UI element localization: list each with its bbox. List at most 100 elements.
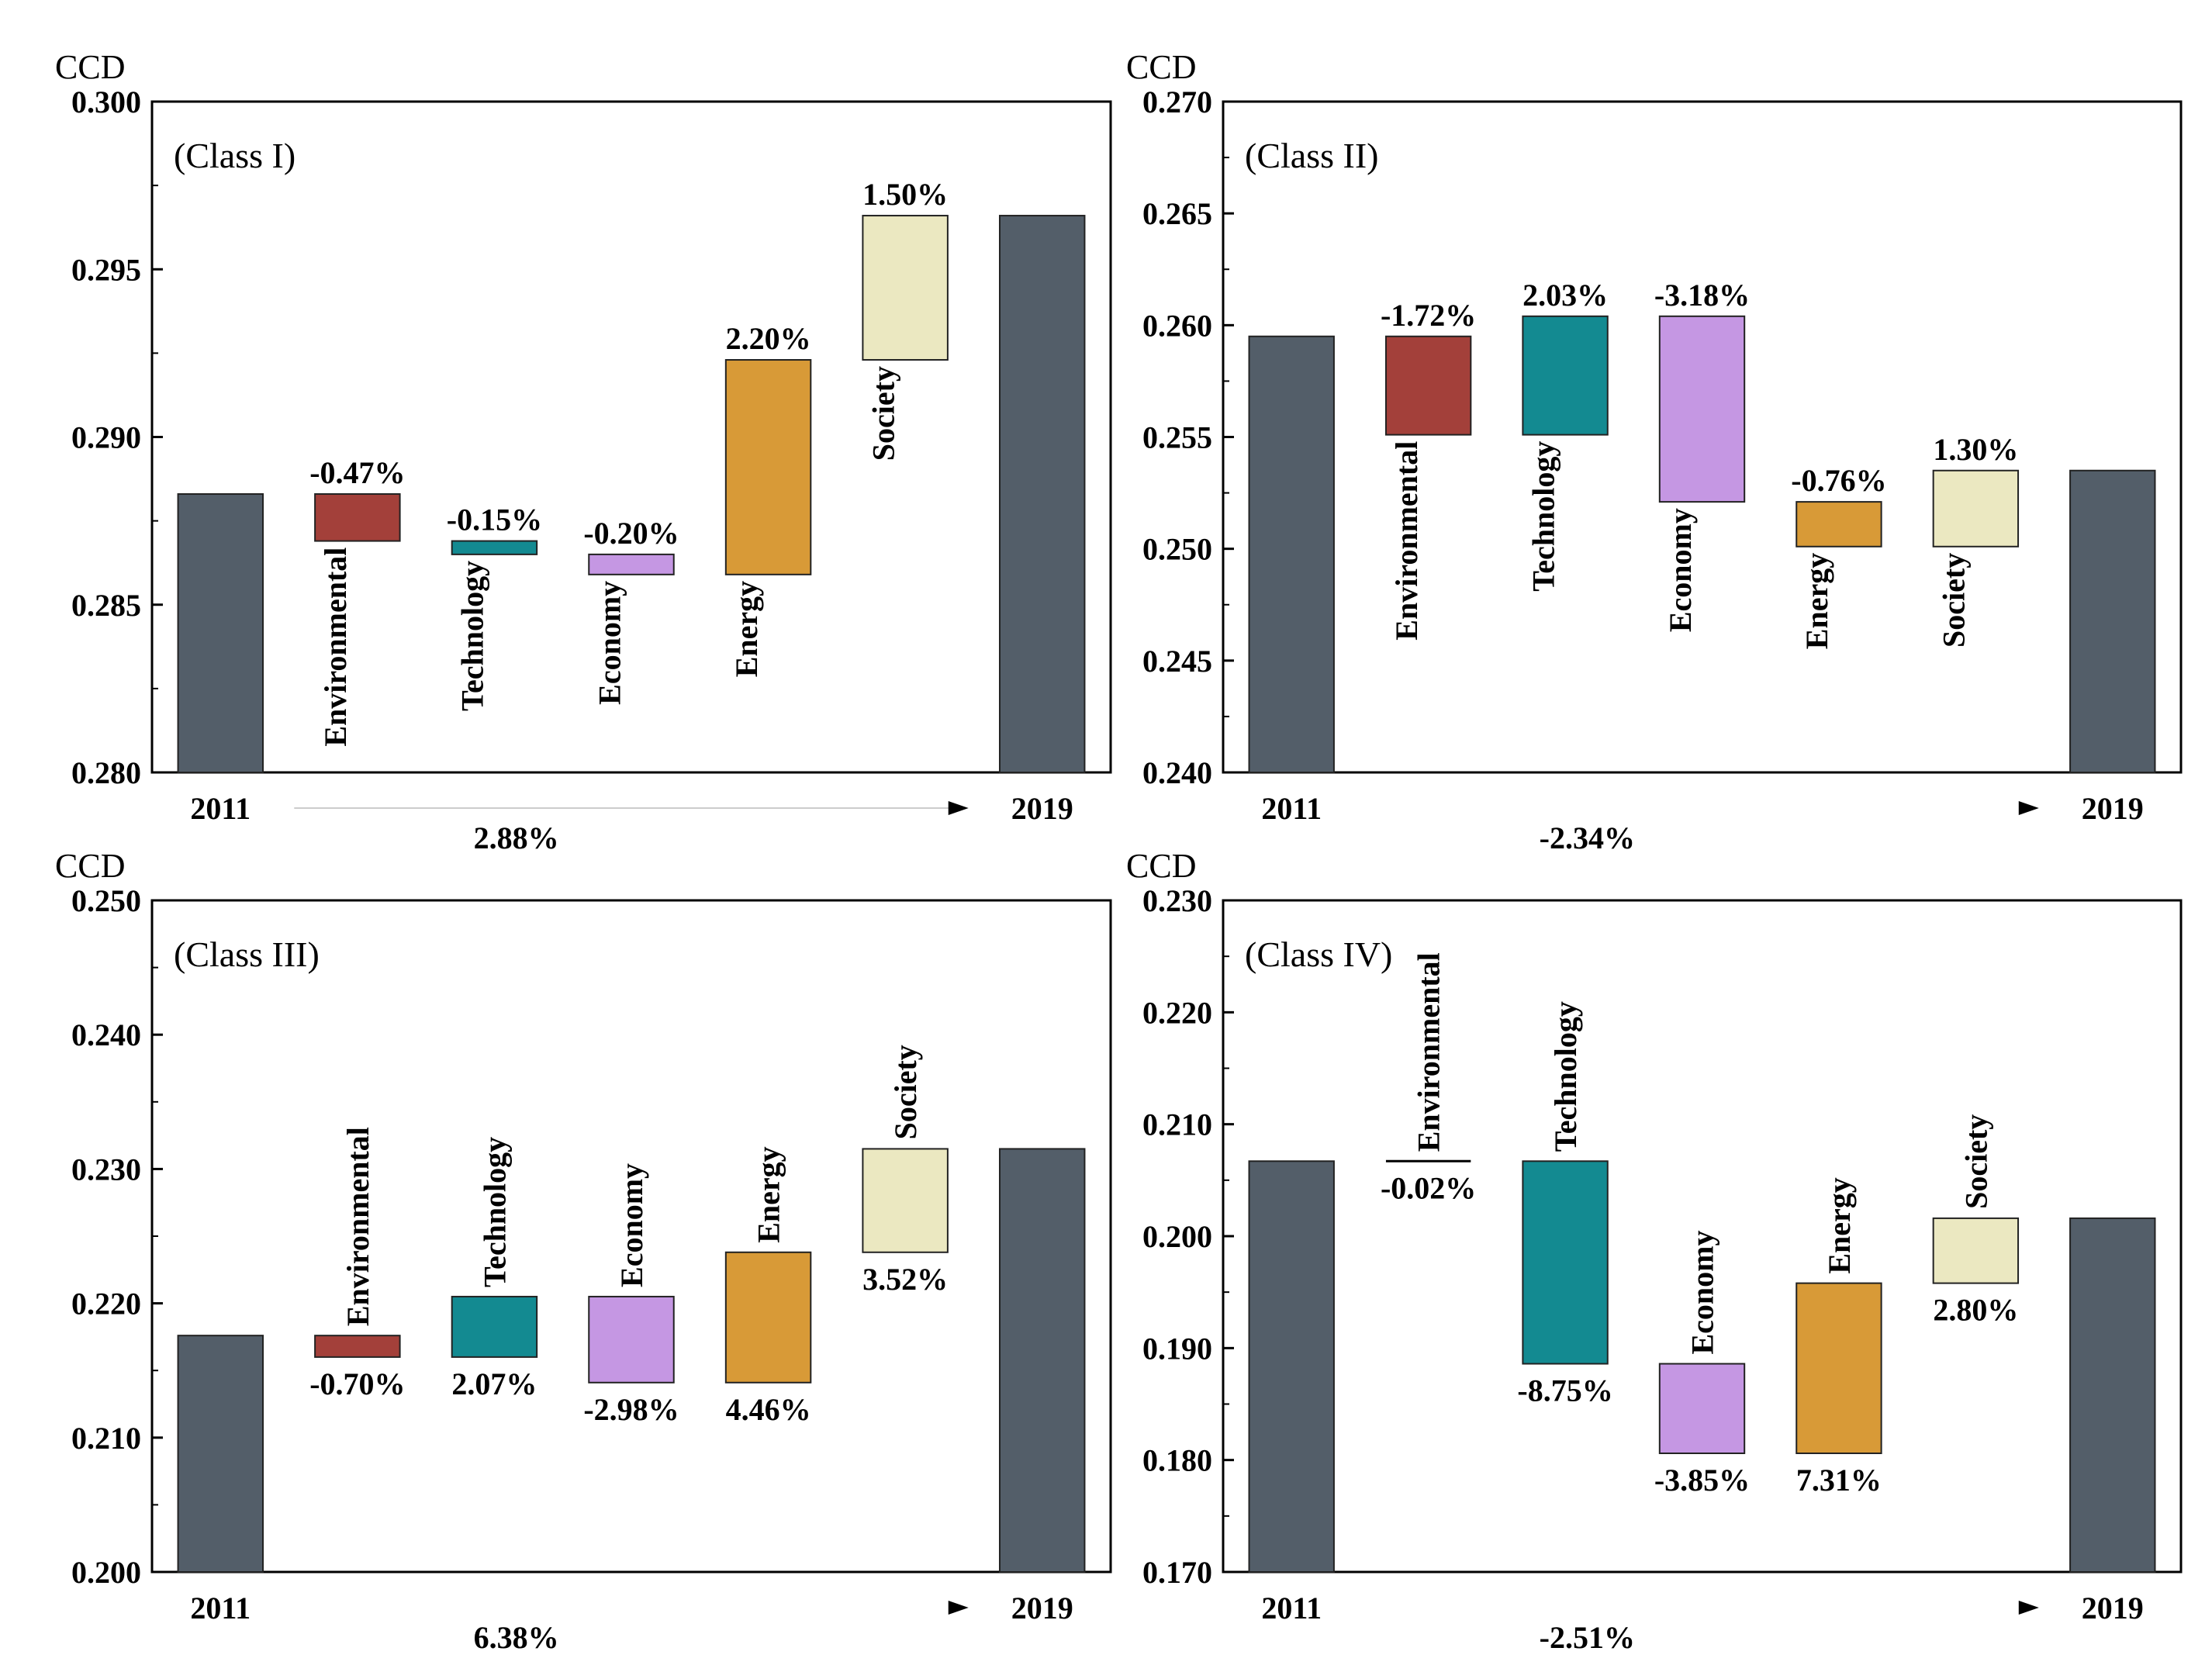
y-tick-label: 0.180 — [1142, 1443, 1212, 1478]
bar-end-2019 — [2069, 1217, 2156, 1573]
plot-frame — [150, 100, 1112, 774]
bar-environmental — [314, 493, 401, 542]
start-year-label: 2011 — [190, 791, 251, 826]
bar-technology — [1522, 315, 1609, 436]
category-label-energy: Energy — [1822, 1177, 1857, 1273]
start-year-label: 2011 — [190, 1591, 251, 1625]
y-tick-label: 0.285 — [71, 588, 141, 623]
total-change-label: 2.88% — [474, 820, 559, 855]
bar-energy — [1796, 501, 1882, 548]
panel-title: (Class IV) — [1245, 934, 1392, 974]
pct-label-energy: 2.20% — [726, 321, 811, 356]
bar-energy — [1796, 1282, 1882, 1455]
category-label-economy: Economy — [1685, 1231, 1720, 1355]
category-label-energy: Energy — [752, 1146, 786, 1242]
category-label-economy: Economy — [1663, 508, 1698, 632]
y-tick-label: 0.200 — [71, 1555, 141, 1590]
arrow-head-icon — [2018, 1601, 2039, 1615]
y-tick-label: 0.280 — [71, 755, 141, 790]
y-tick-label: 0.260 — [1142, 308, 1212, 343]
bar-economy — [588, 1295, 675, 1384]
pct-label-society: 2.80% — [1933, 1293, 2018, 1328]
pct-label-economy: -2.98% — [583, 1392, 679, 1427]
total-change-label: 6.38% — [474, 1620, 559, 1655]
bar-economy — [1658, 315, 1746, 503]
total-change-label: -2.51% — [1540, 1620, 1635, 1655]
pct-label-society: 1.30% — [1933, 432, 2018, 467]
category-label-society: Society — [866, 366, 900, 461]
arrow-head-icon — [948, 801, 969, 815]
y-tick-label: 0.210 — [1142, 1107, 1212, 1142]
y-tick-label: 0.265 — [1142, 196, 1212, 231]
pct-label-energy: 7.31% — [1796, 1463, 1882, 1498]
pct-label-society: 1.50% — [862, 177, 948, 212]
bar-society — [1932, 1217, 2020, 1284]
y-tick-label: 0.250 — [1142, 532, 1212, 567]
bar-society — [1932, 469, 2020, 548]
y-axis-title: CCD — [1126, 48, 1196, 86]
bar-start-2011 — [177, 493, 264, 774]
category-label-economy: Economy — [614, 1163, 649, 1287]
y-tick-label: 0.230 — [71, 1152, 141, 1187]
pct-label-technology: -0.15% — [447, 503, 542, 537]
y-tick-label: 0.290 — [71, 420, 141, 455]
y-tick-label: 0.200 — [1142, 1219, 1212, 1254]
y-tick-label: 0.220 — [1142, 995, 1212, 1030]
bar-environmental — [1384, 335, 1472, 436]
total-change-label: -2.34% — [1540, 820, 1635, 855]
end-year-label: 2019 — [2082, 791, 2144, 826]
bar-technology — [451, 540, 538, 555]
bar-start-2011 — [1248, 1160, 1335, 1573]
y-tick-label: 0.270 — [1142, 85, 1212, 119]
category-label-environmental: Environmental — [1389, 441, 1424, 641]
pct-label-environmental: -0.47% — [309, 455, 405, 490]
y-tick-label: 0.240 — [1142, 755, 1212, 790]
y-tick-label: 0.230 — [1142, 883, 1212, 918]
pct-label-environmental: -0.70% — [309, 1366, 405, 1401]
category-label-economy: Economy — [592, 581, 627, 705]
bar-end-2019 — [998, 215, 1086, 773]
bar-start-2011 — [1248, 335, 1335, 773]
pct-label-environmental: -0.02% — [1381, 1170, 1476, 1205]
bar-economy — [588, 553, 675, 575]
pct-label-economy: -3.85% — [1654, 1463, 1750, 1498]
pct-label-energy: 4.46% — [726, 1392, 811, 1427]
arrow-head-icon — [948, 1601, 969, 1615]
y-tick-label: 0.300 — [71, 85, 141, 119]
bar-environmental — [314, 1335, 401, 1358]
y-axis-title: CCD — [1126, 847, 1196, 885]
category-label-technology: Technology — [455, 561, 490, 711]
y-tick-label: 0.255 — [1142, 420, 1212, 455]
panel-title: (Class III) — [174, 934, 320, 974]
bar-society — [862, 215, 949, 361]
category-label-technology: Technology — [1526, 441, 1560, 592]
category-label-technology: Technology — [477, 1137, 512, 1287]
y-tick-label: 0.190 — [1142, 1331, 1212, 1366]
pct-label-society: 3.52% — [862, 1262, 948, 1297]
bar-technology — [1522, 1160, 1609, 1365]
pct-label-economy: -0.20% — [583, 516, 679, 551]
panel-title: (Class II) — [1245, 136, 1378, 175]
category-label-environmental: Environmental — [318, 548, 353, 747]
y-tick-label: 0.240 — [71, 1017, 141, 1052]
y-axis-title: CCD — [55, 48, 125, 86]
category-label-environmental: Environmental — [340, 1127, 375, 1326]
pct-label-technology: 2.07% — [451, 1366, 537, 1401]
bar-end-2019 — [998, 1148, 1086, 1574]
y-tick-label: 0.295 — [71, 252, 141, 287]
y-tick-label: 0.170 — [1142, 1555, 1212, 1590]
y-tick-label: 0.220 — [71, 1287, 141, 1321]
panel-title: (Class I) — [174, 136, 296, 175]
start-year-label: 2011 — [1261, 1591, 1322, 1625]
y-tick-label: 0.245 — [1142, 644, 1212, 679]
bar-technology — [451, 1295, 538, 1358]
end-year-label: 2019 — [2082, 1591, 2144, 1625]
y-tick-label: 0.210 — [71, 1421, 141, 1456]
category-label-society: Society — [1937, 553, 1972, 648]
end-year-label: 2019 — [1011, 791, 1073, 826]
